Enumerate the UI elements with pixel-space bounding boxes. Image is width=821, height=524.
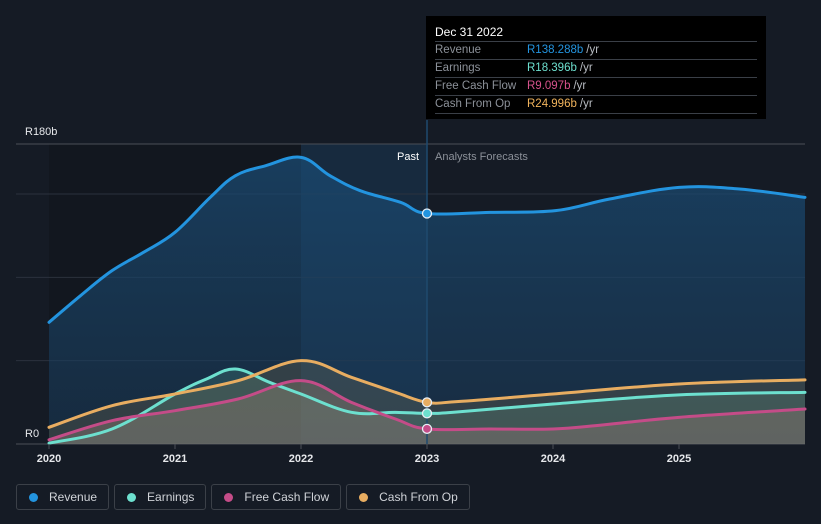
cash-from-op-line [47,359,807,429]
tooltip-unit: /yr [579,62,593,74]
legend-item-free-cash-flow[interactable]: Free Cash Flow [211,484,342,510]
tooltip-value: R18.396b [527,62,577,74]
tooltip-label: Revenue [435,44,482,56]
legend-item-earnings[interactable]: Earnings [114,484,207,510]
tooltip-unit: /yr [579,98,593,110]
free-cash-flow-area [49,380,805,444]
y-tick-label: R180b [25,126,57,138]
legend-label: Free Cash Flow [244,490,330,504]
legend-item-revenue[interactable]: Revenue [16,484,110,510]
revenue-line [47,155,807,324]
legend-label: Earnings [147,490,195,504]
tooltip-value: R138.288b [527,44,584,56]
tooltip-row-earnings: Earnings R18.396b /yr [435,60,757,78]
past-label: Past [397,151,419,163]
legend: Revenue Earnings Free Cash Flow Cash Fro… [16,484,470,510]
free-cash-flow-dot-icon [224,492,234,502]
tooltip-row-cash-from-op: Cash From Op R24.996b /yr [435,96,757,114]
x-tick-label: 2023 [415,453,439,465]
tooltip-date: Dec 31 2022 [435,24,757,42]
tooltip-value: R24.996b [527,98,577,110]
tooltip-label: Cash From Op [435,98,511,110]
y-tick-label: R0 [25,428,39,440]
earnings-line [47,367,807,445]
x-tick-label: 2025 [667,453,691,465]
earnings-dot-icon [127,492,137,502]
free-cash-flow-line [47,379,807,442]
tooltip-row-revenue: Revenue R138.288b /yr [435,42,757,60]
x-tick-label: 2022 [289,453,313,465]
tooltip-unit: /yr [573,80,587,92]
tooltip-row-free-cash-flow: Free Cash Flow R9.097b /yr [435,78,757,96]
legend-label: Cash From Op [379,490,458,504]
free-cash-flow-marker [421,423,433,434]
revenue-dot-icon [29,492,38,502]
earnings-marker [421,408,433,419]
legend-item-cash-from-op[interactable]: Cash From Op [346,484,470,510]
cash-from-op-dot-icon [359,492,369,502]
revenue-marker [421,208,433,219]
tooltip-label: Earnings [435,62,481,74]
x-tick-label: 2024 [541,453,566,465]
tooltip-value: R9.097b [527,80,571,92]
tooltip-unit: /yr [586,44,600,56]
tooltip-label: Free Cash Flow [435,80,517,92]
x-tick-label: 2020 [37,453,61,465]
forecast-label: Analysts Forecasts [435,151,528,163]
tooltip: Dec 31 2022 Revenue R138.288b /yr Earnin… [426,16,766,119]
cash-from-op-marker [421,397,433,408]
x-tick-label: 2021 [163,453,187,465]
legend-label: Revenue [49,490,98,504]
